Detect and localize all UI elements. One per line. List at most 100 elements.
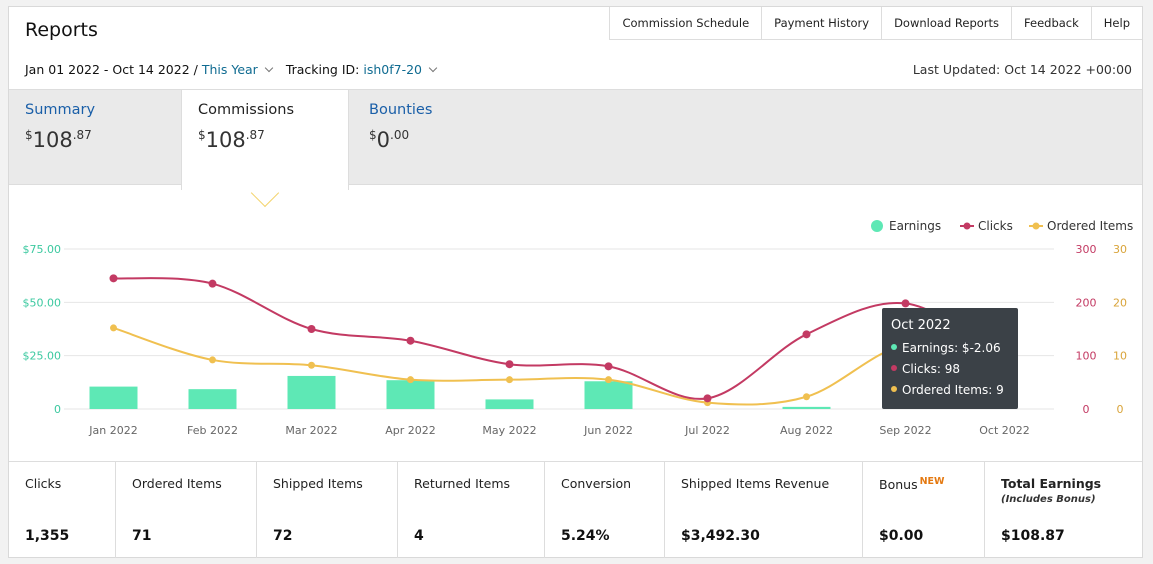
stat-shipped-revenue: Shipped Items Revenue $3,492.30 — [665, 462, 863, 558]
stat-conversion: Conversion 5.24% — [545, 462, 665, 558]
stat-bonus: Bonus NEW $0.00 — [863, 462, 985, 558]
ordered-items-point — [407, 376, 414, 384]
earnings-bar — [287, 375, 336, 409]
clicks-point — [802, 330, 811, 339]
clicks-point — [505, 360, 514, 369]
stat-label: Bonus NEW — [879, 476, 945, 492]
chevron-down-icon[interactable] — [264, 63, 274, 73]
earnings-chart: 0 $25.00 $50.00 $75.00 0 100 200 300 0 10 20 30 Jan … — [23, 219, 1134, 437]
stat-value: 5.24% — [561, 528, 610, 544]
stat-value: $108.87 — [1001, 528, 1065, 544]
stat-value: $3,492.30 — [681, 528, 760, 544]
stat-value: $0.00 — [879, 528, 924, 544]
payment-history-link[interactable]: Payment History — [762, 7, 883, 39]
date-preset-dropdown[interactable]: This Year — [201, 62, 258, 77]
x-tick-label: Feb 2022 — [187, 424, 238, 437]
stat-value: 72 — [273, 528, 293, 544]
y-left-tick-label: $50.00 — [23, 296, 62, 309]
new-badge: NEW — [919, 476, 945, 487]
clicks-point — [208, 279, 217, 288]
stat-label: Ordered Items — [132, 476, 222, 491]
reports-panel: Reports Commission Schedule Payment Hist… — [8, 6, 1143, 558]
tab-commissions[interactable]: Commissions $108.87 — [181, 90, 349, 190]
tracking-id-label: Tracking ID: — [285, 62, 360, 77]
legend-marker — [963, 222, 971, 230]
stat-total-earnings: Total Earnings (Includes Bonus) $108.87 — [985, 462, 1142, 558]
legend-label: Ordered Items — [1047, 219, 1133, 233]
y-right-items-tick-label: 0 — [1117, 403, 1124, 416]
y-left-tick-label: 0 — [54, 403, 61, 416]
y-right-clicks-tick-label: 0 — [1083, 403, 1090, 416]
ordered-items-point — [209, 356, 216, 364]
filter-bar: Jan 01 2022 - Oct 14 2022 / This Year Tr… — [25, 62, 450, 77]
ordered-items-point — [110, 324, 117, 332]
x-tick-label: Oct 2022 — [979, 424, 1030, 437]
x-tick-label: May 2022 — [482, 424, 536, 437]
commission-schedule-link[interactable]: Commission Schedule — [610, 7, 763, 39]
stat-sublabel: (Includes Bonus) — [1001, 494, 1096, 505]
x-tick-label: Jan 2022 — [88, 424, 137, 437]
stat-label: Total Earnings — [1001, 476, 1102, 491]
tab-bounties[interactable]: Bounties $0.00 — [353, 90, 533, 185]
clicks-point — [307, 325, 316, 333]
legend-label: Clicks — [978, 219, 1013, 233]
help-link[interactable]: Help — [1103, 16, 1130, 30]
stat-ordered-items: Ordered Items 71 — [116, 462, 257, 558]
stat-shipped-items: Shipped Items 72 — [257, 462, 398, 558]
y-right-clicks-tick-label: 100 — [1076, 350, 1097, 363]
tab-summary[interactable]: Summary $108.87 — [9, 90, 181, 185]
top-nav: Commission Schedule Payment History Down… — [609, 7, 1142, 40]
ordered-items-line — [113, 326, 1005, 406]
y-left-tick-label: $75.00 — [23, 243, 62, 256]
earnings-bar — [89, 386, 138, 409]
earnings-bar — [485, 399, 534, 409]
tab-amount: $0.00 — [369, 128, 410, 152]
clicks-point — [109, 274, 118, 283]
stat-label: Clicks — [25, 476, 62, 491]
x-tick-label: Jul 2022 — [684, 424, 730, 437]
legend-marker — [871, 220, 883, 232]
tooltip-ordered-items: Ordered Items: 9 — [891, 380, 1009, 401]
tab-label: Summary — [25, 102, 96, 118]
y-right-clicks-tick-label: 200 — [1076, 296, 1097, 309]
x-tick-label: Aug 2022 — [780, 424, 833, 437]
last-updated: Last Updated: Oct 14 2022 +00:00 — [912, 62, 1132, 77]
clicks-point — [703, 394, 712, 403]
earnings-bar — [584, 381, 633, 409]
chevron-down-icon[interactable] — [428, 63, 438, 73]
clicks-point — [604, 362, 613, 371]
ordered-items-point — [506, 376, 513, 384]
stat-label: Shipped Items — [273, 476, 363, 491]
stat-clicks: Clicks 1,355 — [9, 462, 116, 558]
tab-label: Commissions — [198, 102, 295, 118]
x-tick-label: Jun 2022 — [583, 424, 633, 437]
feedback-link[interactable]: Feedback — [1012, 7, 1092, 39]
y-right-clicks-tick-label: 300 — [1076, 243, 1097, 256]
tab-label: Bounties — [369, 102, 433, 118]
x-tick-label: Sep 2022 — [879, 424, 931, 437]
clicks-point — [901, 299, 910, 308]
tracking-id-dropdown[interactable]: ish0f7-20 — [363, 62, 422, 77]
stat-value: 1,355 — [25, 528, 70, 544]
earnings-bar — [188, 389, 237, 409]
tooltip-earnings: Earnings: $-2.06 — [891, 338, 1009, 359]
x-tick-label: Mar 2022 — [285, 424, 337, 437]
stat-label: Conversion — [561, 476, 632, 491]
stat-value: 4 — [414, 528, 424, 544]
stat-value: 71 — [132, 528, 152, 544]
stat-label: Returned Items — [414, 476, 511, 491]
tooltip-title: Oct 2022 — [891, 318, 951, 333]
stat-label: Shipped Items Revenue — [681, 476, 830, 491]
y-right-items-tick-label: 10 — [1113, 350, 1127, 363]
stat-returned-items: Returned Items 4 — [398, 462, 545, 558]
x-tick-label: Apr 2022 — [385, 424, 436, 437]
legend-label: Earnings — [889, 219, 941, 233]
y-right-items-tick-label: 20 — [1113, 296, 1127, 309]
date-range-label: Jan 01 2022 - Oct 14 2022 / — [25, 62, 198, 77]
ordered-items-point — [308, 361, 315, 369]
report-tabs: Summary $108.87 Commissions $108.87 Boun… — [9, 89, 1142, 190]
download-reports-link[interactable]: Download Reports — [882, 7, 1013, 39]
earnings-bar — [782, 406, 831, 409]
chart-tooltip: Oct 2022 Earnings: $-2.06 Clicks: 98 Ord… — [882, 308, 1018, 409]
tab-amount: $108.87 — [25, 128, 92, 152]
